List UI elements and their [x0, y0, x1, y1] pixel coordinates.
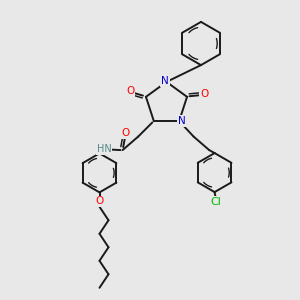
Text: HN: HN	[97, 145, 111, 154]
Text: O: O	[126, 86, 134, 96]
Text: Cl: Cl	[211, 197, 221, 207]
Text: O: O	[122, 128, 130, 138]
Text: O: O	[200, 89, 208, 99]
Text: N: N	[178, 116, 185, 126]
Text: N: N	[161, 76, 169, 86]
Text: O: O	[95, 196, 104, 206]
